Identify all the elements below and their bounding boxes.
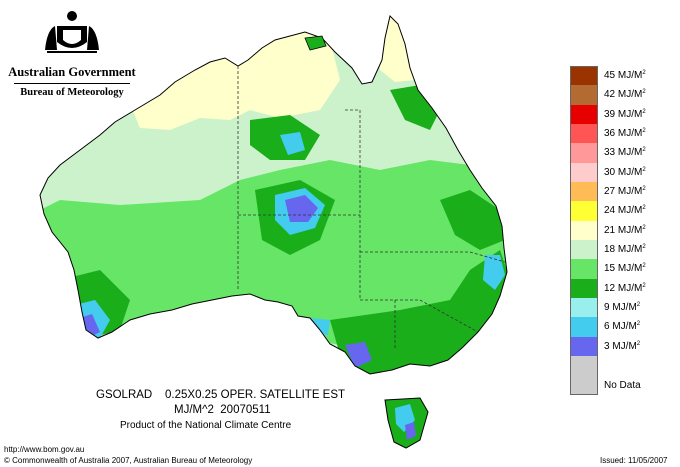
legend-label-text: 45 MJ/M <box>604 70 643 81</box>
legend-swatch <box>570 104 598 125</box>
legend-label-exponent: 2 <box>642 224 646 231</box>
legend-label: 15 MJ/M2 <box>604 263 646 274</box>
legend-label-text: 6 MJ/M <box>604 321 637 333</box>
legend-label-text: 42 MJ/M <box>604 89 643 101</box>
legend-item: No Data <box>570 375 668 395</box>
legend-swatch <box>570 201 598 221</box>
legend-swatch <box>570 124 598 144</box>
legend-label-exponent: 2 <box>642 166 646 173</box>
legend: 45 MJ/M2 42 MJ/M2 39 MJ/M2 36 MJ/M2 33 MJ/M2… <box>570 66 668 395</box>
legend-item: 6 MJ/M2 <box>570 317 668 337</box>
legend-item: 9 MJ/M2 <box>570 298 668 318</box>
island <box>304 35 327 51</box>
legend-label: 42 MJ/M2 <box>604 89 646 100</box>
product-info: GSOLRAD 0.25X0.25 OPER. SATELLITE EST MJ… <box>96 388 345 433</box>
website-url[interactable]: http://www.bom.gov.au <box>4 445 85 454</box>
legend-swatch <box>570 162 598 183</box>
legend-item: 18 MJ/M2 <box>570 240 668 260</box>
legend-label-exponent: 2 <box>642 282 646 289</box>
legend-label: No Data <box>604 380 641 391</box>
legend-swatch <box>570 278 598 299</box>
legend-item: 42 MJ/M2 <box>570 85 668 105</box>
legend-label-exponent: 2 <box>636 340 641 347</box>
legend-swatch <box>570 356 598 376</box>
legend-item: 24 MJ/M2 <box>570 201 668 221</box>
legend-label-text: 9 MJ/M <box>604 302 637 314</box>
legend-swatch <box>570 220 598 241</box>
coat-of-arms-icon <box>45 11 99 53</box>
legend-item: 33 MJ/M2 <box>570 143 668 163</box>
legend-swatch <box>570 336 598 357</box>
legend-label-exponent: 2 <box>642 186 646 193</box>
legend-label: 24 MJ/M2 <box>604 205 646 216</box>
legend-item: 45 MJ/M2 <box>570 66 668 86</box>
legend-label-text: 21 MJ/M <box>604 224 643 236</box>
legend-label-text: 3 MJ/M <box>604 340 637 352</box>
legend-label-text: 12 MJ/M <box>604 282 643 294</box>
legend-label: 9 MJ/M2 <box>604 302 640 313</box>
legend-swatch <box>570 182 598 202</box>
legend-label: 12 MJ/M2 <box>604 283 646 294</box>
legend-label-exponent: 2 <box>642 263 646 270</box>
legend-label-exponent: 2 <box>642 244 646 251</box>
issued-date: Issued: 11/05/2007 <box>600 456 668 465</box>
legend-label: 18 MJ/M2 <box>604 244 646 255</box>
legend-swatch <box>570 240 598 260</box>
legend-label-exponent: 2 <box>636 302 641 309</box>
product-line-2: MJ/M^2 20070511 <box>174 404 271 416</box>
legend-item: 27 MJ/M2 <box>570 182 668 202</box>
legend-swatch <box>570 143 598 163</box>
legend-item <box>570 356 668 376</box>
legend-label: 39 MJ/M2 <box>604 109 646 120</box>
legend-label: 36 MJ/M2 <box>604 128 646 139</box>
legend-label-text: 18 MJ/M <box>604 244 643 256</box>
government-title: Australian Government <box>8 65 136 79</box>
legend-label: 33 MJ/M2 <box>604 147 646 158</box>
legend-item: 15 MJ/M2 <box>570 259 668 279</box>
legend-label-exponent: 2 <box>642 70 646 76</box>
coastline <box>39 15 508 375</box>
legend-label-exponent: 2 <box>636 321 641 328</box>
legend-label-text: 24 MJ/M <box>604 205 643 217</box>
legend-swatch <box>570 259 598 279</box>
legend-swatch <box>570 317 598 337</box>
legend-item: 36 MJ/M2 <box>570 124 668 144</box>
legend-label: 30 MJ/M2 <box>604 167 646 178</box>
legend-item: 30 MJ/M2 <box>570 162 668 183</box>
copyright-text: © Commonwealth of Australia 2007, Austra… <box>4 456 253 465</box>
legend-label: 27 MJ/M2 <box>604 186 646 197</box>
product-line-1: GSOLRAD 0.25X0.25 OPER. SATELLITE EST <box>96 389 346 401</box>
bureau-title: Bureau of Meteorology <box>20 87 124 98</box>
legend-label-exponent: 2 <box>642 205 646 212</box>
logo-divider <box>14 83 130 84</box>
legend-label-text: 33 MJ/M <box>604 147 643 159</box>
legend-label-exponent: 2 <box>642 147 646 154</box>
legend-item: 3 MJ/M2 <box>570 336 668 357</box>
legend-label-text: 36 MJ/M <box>604 128 643 140</box>
legend-swatch <box>570 375 598 395</box>
legend-swatch <box>570 66 598 86</box>
tasmania <box>384 397 429 449</box>
legend-label: 45 MJ/M2 <box>604 70 646 81</box>
legend-label-text: 30 MJ/M <box>604 166 643 178</box>
legend-item: 12 MJ/M2 <box>570 278 668 299</box>
government-logo: Australian Government Bureau of Meteorol… <box>8 8 136 100</box>
state-borders <box>237 66 506 350</box>
legend-item: 39 MJ/M2 <box>570 104 668 125</box>
legend-label-text: No Data <box>604 379 641 391</box>
product-line-3: Product of the National Climate Centre <box>120 420 292 431</box>
legend-label-text: 39 MJ/M <box>604 108 643 120</box>
legend-swatch <box>570 85 598 105</box>
legend-label: 6 MJ/M2 <box>604 321 640 332</box>
legend-label-text: 27 MJ/M <box>604 186 643 198</box>
legend-label: 21 MJ/M2 <box>604 225 646 236</box>
legend-label: 3 MJ/M2 <box>604 341 640 352</box>
legend-swatch <box>570 298 598 318</box>
legend-item: 21 MJ/M2 <box>570 220 668 241</box>
legend-label-exponent: 2 <box>642 89 646 96</box>
legend-label-text: 15 MJ/M <box>604 263 643 275</box>
legend-label-exponent: 2 <box>642 128 646 135</box>
legend-label-exponent: 2 <box>642 108 646 115</box>
